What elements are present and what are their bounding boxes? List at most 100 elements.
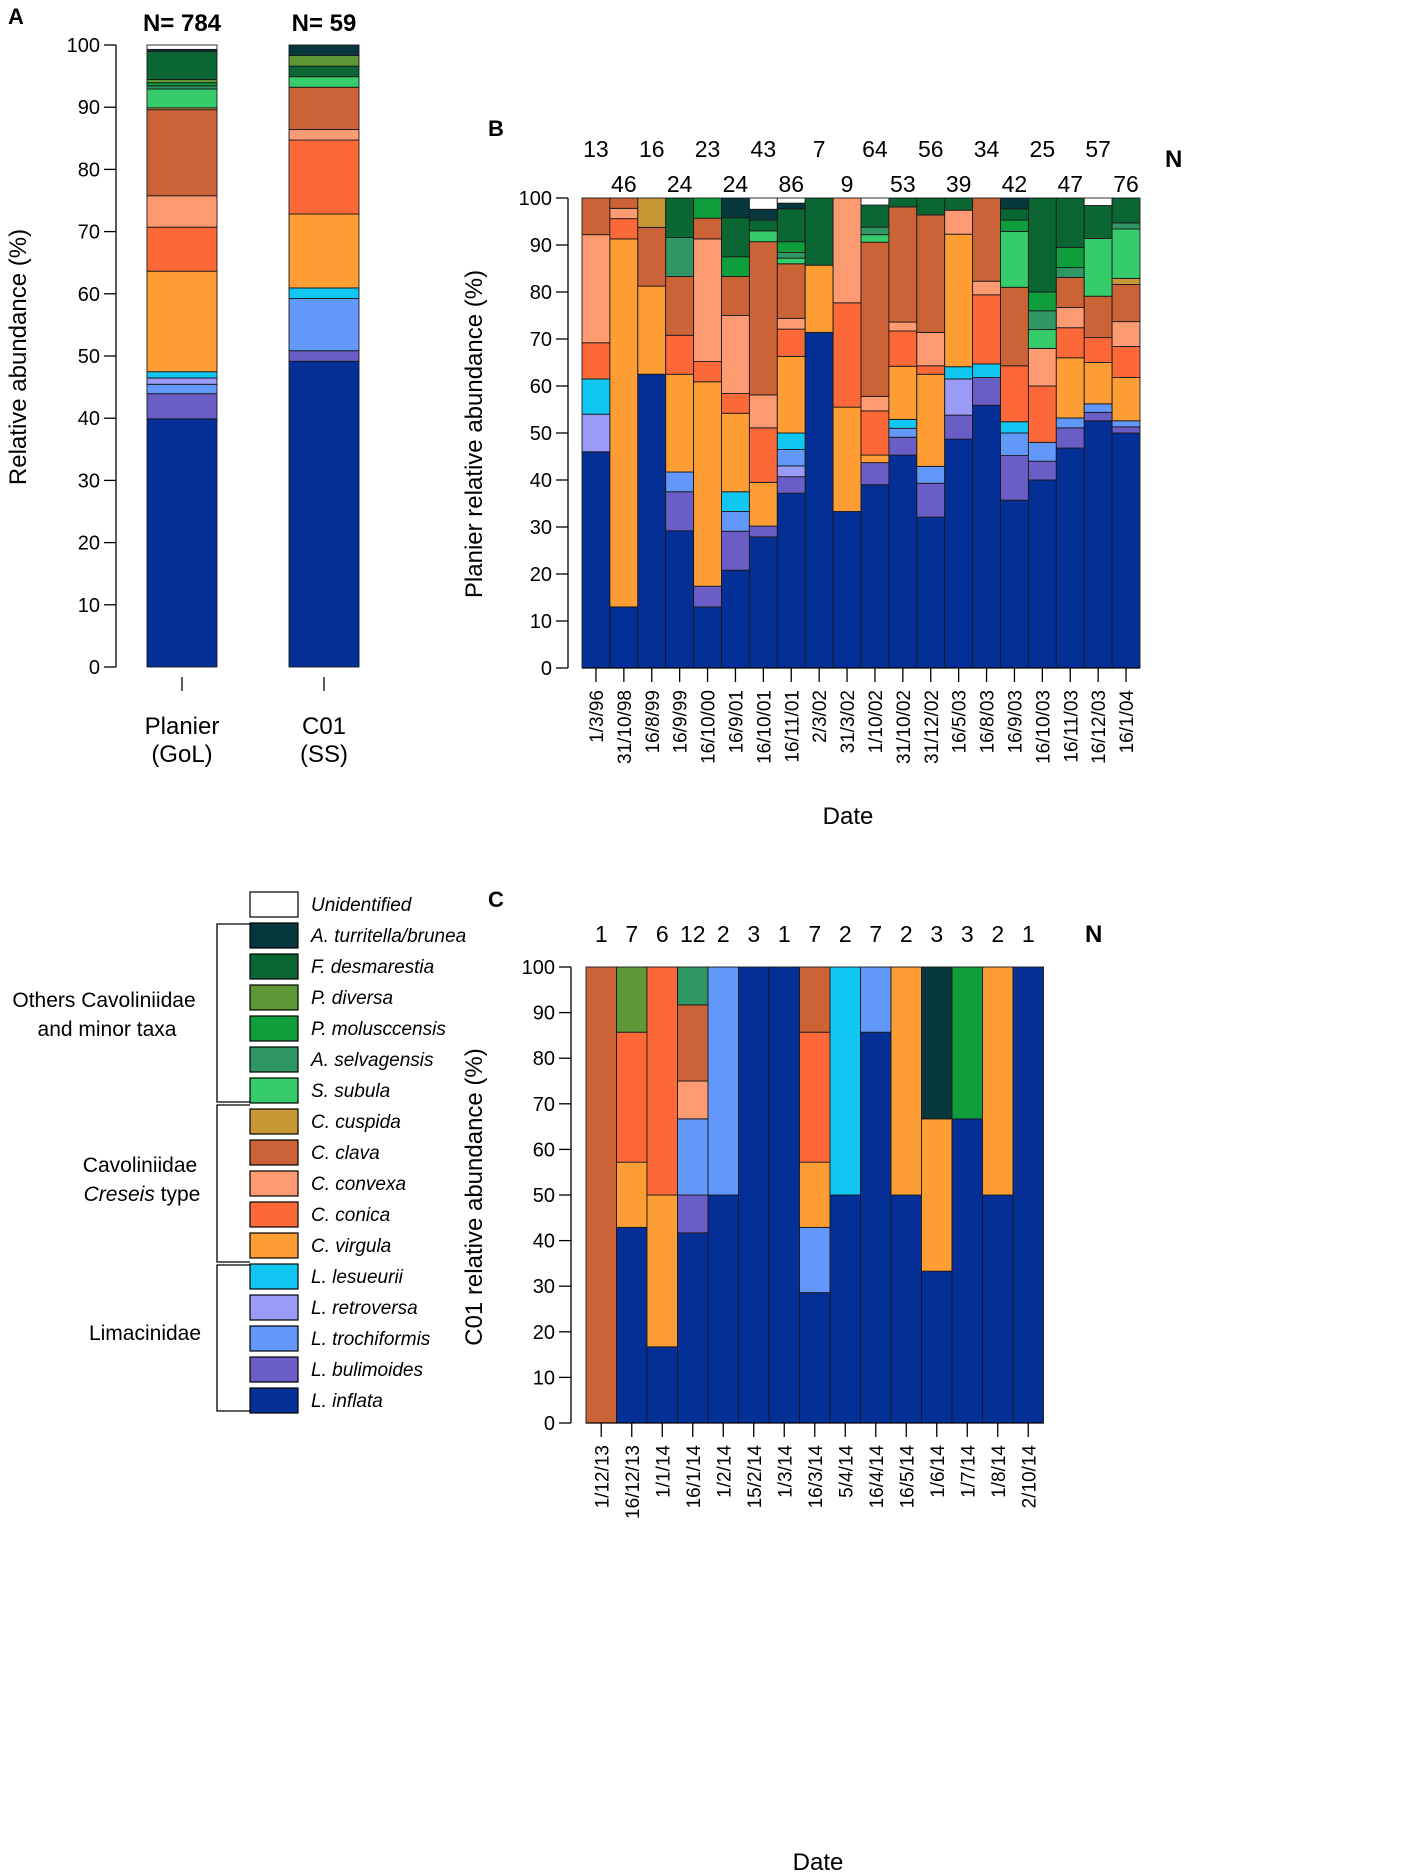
- date-label: 16/1/14: [684, 1445, 705, 1509]
- bar-segment-c-conica: [288, 139, 360, 215]
- bar-segment-c-conica: [581, 342, 611, 380]
- bar-segment-c-virgula: [1111, 377, 1141, 422]
- date-label: 16/1/04: [1117, 690, 1138, 754]
- bar-segment-c-clava: [916, 214, 946, 333]
- y-tick-label: 60: [533, 1139, 555, 1161]
- bar-segment-p-diversa: [146, 79, 218, 84]
- bar-segment-l-trochiformis: [665, 471, 695, 493]
- bar-segment-l-bulimoides: [888, 436, 918, 456]
- bar-segment-l-inflata: [707, 1194, 739, 1424]
- legend-label: C. virgula: [311, 1236, 391, 1257]
- bar-segment-f-desmarestia: [1111, 197, 1141, 224]
- n-label: 47: [1057, 171, 1083, 197]
- bar-segment-f-desmarestia: [804, 197, 834, 266]
- bar-segment-unidentified: [748, 197, 778, 210]
- bar-segment-c-convexa: [288, 129, 360, 141]
- bar-segment-l-inflata: [944, 438, 974, 669]
- bar-segment-unidentified: [146, 44, 218, 50]
- y-tick-label: 30: [78, 470, 100, 492]
- bar-segment-c-clava: [888, 206, 918, 323]
- y-tick-label: 80: [530, 282, 552, 304]
- bar-segment-a-selvagensis: [1111, 222, 1141, 230]
- date-label: 16/8/99: [643, 690, 664, 753]
- legend-item-l-lesueurii: L. lesueurii: [249, 1263, 404, 1290]
- n-label: 2: [839, 921, 852, 947]
- legend-label: Unidentified: [311, 895, 413, 916]
- date-label: 31/10/02: [894, 690, 915, 764]
- bar-segment-p-moluscensis: [1027, 291, 1057, 312]
- y-tick-label: 50: [78, 346, 100, 368]
- date-label: 1/2/14: [714, 1445, 735, 1498]
- n-label: 2: [717, 921, 730, 947]
- bar-segment-p-moluscensis: [693, 197, 722, 219]
- legend-group-others-line1: Others Cavoliniidae: [12, 989, 195, 1012]
- bar-segment-l-trochiformis: [1111, 420, 1141, 428]
- bar-segment-l-trochiformis: [888, 427, 918, 438]
- bar-segment-l-inflata: [916, 516, 946, 669]
- bar-segment-c-conica: [1000, 365, 1029, 423]
- panel-c-label: C: [488, 887, 504, 912]
- bar-segment-c-virgula: [832, 406, 862, 512]
- legend-item-c-clava: C. clava: [249, 1139, 380, 1166]
- n-label: 56: [918, 136, 944, 162]
- date-label: 16/8/03: [978, 690, 999, 753]
- bar-segment-l-lesueurii: [721, 491, 750, 512]
- panel-a-y-axis: 0 10 20 30 40 50 60 70 80 90 100: [67, 35, 117, 679]
- bar-segment-l-inflata: [748, 536, 778, 669]
- bar-segment-s-subula: [1111, 228, 1141, 279]
- bar-segment-c-virgula: [665, 373, 695, 473]
- n-label: 64: [862, 136, 888, 162]
- bar-segment-c-cuspida: [1111, 277, 1141, 285]
- legend-label: L. trochiformis: [311, 1329, 431, 1350]
- bar-segment-p-moluscensis: [951, 966, 983, 1120]
- y-tick-label: 10: [533, 1367, 555, 1389]
- legend-item-l-inflata: L. inflata: [249, 1387, 383, 1414]
- legend-label: A. selvagensis: [310, 1050, 434, 1071]
- n-label: 24: [667, 171, 693, 197]
- bar-segment-c-virgula: [916, 373, 946, 467]
- legend-group-brackets: [216, 923, 250, 1412]
- bar-segment-a-turritella-brunea: [1000, 197, 1029, 210]
- bar-segment-a-selvagensis: [677, 966, 709, 1006]
- bar-segment-l-lesueurii: [888, 418, 918, 429]
- category-label: Planier: [145, 713, 220, 740]
- legend-swatch: [249, 1263, 299, 1290]
- date-label: 16/10/03: [1033, 690, 1054, 764]
- bar-segment-a-selvagensis: [1055, 267, 1085, 278]
- date-label: 5/4/14: [836, 1445, 857, 1498]
- legend-swatch: [249, 1356, 299, 1383]
- bar-segment-l-trochiformis: [146, 383, 218, 395]
- bar-segment-l-inflata: [768, 966, 800, 1424]
- bar-segment-s-subula: [1027, 329, 1057, 349]
- date-label: 16/5/03: [950, 690, 971, 753]
- legend-label: S. subula: [311, 1081, 390, 1102]
- panel-c-y-axis: 0 10 20 30 40 50 60 70 80 90 100: [522, 957, 572, 1435]
- panel-a-ylabel: Relative abundance (%): [5, 229, 32, 485]
- bar-segment-c-virgula: [888, 365, 918, 420]
- legend-item-c-virgula: C. virgula: [249, 1232, 391, 1259]
- date-label: 16/9/03: [1005, 690, 1026, 753]
- bar-segment-c-conica: [646, 966, 678, 1196]
- bar-segment-s-subula: [146, 88, 218, 109]
- legend-item-c-convexa: C. convexa: [249, 1170, 406, 1197]
- date-label: 16/11/03: [1061, 690, 1082, 763]
- bar-segment-f-desmarestia: [1000, 208, 1029, 221]
- bar-segment-l-bulimoides: [1111, 426, 1141, 434]
- bar-segment-s-subula: [288, 76, 360, 88]
- legend-item-l-bulimoides: L. bulimoides: [249, 1356, 423, 1383]
- bar-segment-l-trochiformis: [288, 298, 360, 352]
- panel-c: C C01 relative abundance (%) Date N 0 10 2…: [461, 887, 1102, 1873]
- panel-b-y-axis: 0 10 20 30 40 50 60 70 80 90 100: [519, 188, 569, 680]
- bar-segment-c-convexa: [748, 394, 778, 429]
- bar-segment-l-lesueurii: [829, 966, 861, 1196]
- bar-segment-l-inflata: [646, 1346, 678, 1424]
- legend-label: P. molusccensis: [311, 1019, 446, 1040]
- bar-segment-c-clava: [776, 263, 806, 319]
- panel-a-category-labels: N= 784 Planier(GoL) N= 59 C01(SS): [143, 10, 356, 768]
- y-tick-label: 50: [530, 423, 552, 445]
- y-tick-label: 70: [78, 222, 100, 244]
- bar-segment-c-virgula: [1055, 357, 1085, 419]
- date-label: 16/10/00: [699, 690, 720, 764]
- y-tick-label: 10: [530, 611, 552, 633]
